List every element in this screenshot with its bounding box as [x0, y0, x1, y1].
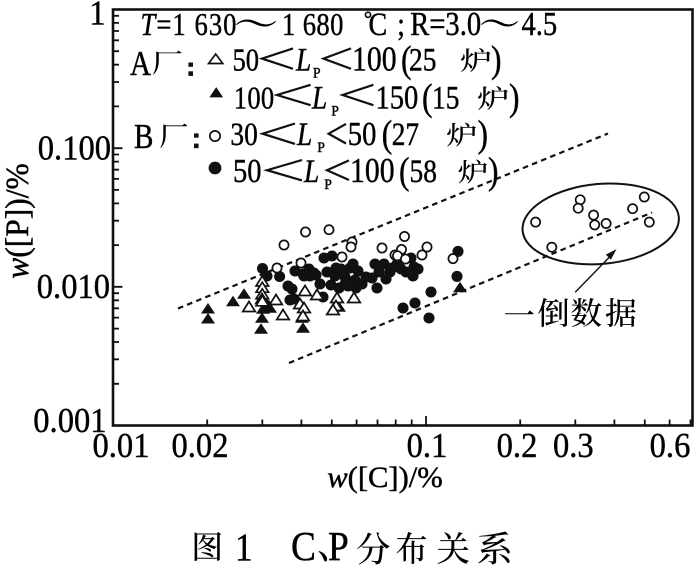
svg-text:C: C	[291, 523, 316, 568]
svg-text:0.02: 0.02	[172, 427, 229, 465]
svg-text:B: B	[134, 116, 153, 155]
svg-text:4.5: 4.5	[522, 5, 558, 43]
svg-text:100: 100	[350, 152, 395, 191]
svg-text:0.100: 0.100	[38, 129, 111, 167]
svg-text:L: L	[303, 153, 319, 190]
svg-text:w([P])/%: w([P])/%	[0, 163, 35, 279]
svg-text:50: 50	[348, 115, 377, 153]
svg-text:50: 50	[233, 43, 260, 78]
svg-text:1 680: 1 680	[282, 8, 344, 43]
svg-text:(: (	[382, 113, 392, 155]
svg-text:L: L	[296, 116, 312, 153]
svg-text:): )	[478, 113, 488, 155]
svg-text:0.3: 0.3	[553, 427, 594, 465]
svg-text:P: P	[324, 176, 332, 193]
svg-text:): )	[491, 38, 501, 80]
svg-text:(: (	[401, 38, 411, 80]
svg-text:0.010: 0.010	[37, 268, 110, 306]
svg-text:P: P	[317, 139, 325, 156]
svg-text:27: 27	[392, 116, 419, 153]
svg-text:(: (	[399, 150, 409, 192]
svg-text:150: 150	[376, 78, 419, 116]
svg-text:1: 1	[89, 0, 105, 33]
svg-text:): )	[509, 76, 519, 118]
svg-text:P: P	[331, 103, 339, 120]
svg-text:): )	[488, 150, 498, 192]
svg-text:L: L	[295, 41, 311, 78]
svg-text:P: P	[328, 523, 349, 568]
svg-text:0.6: 0.6	[650, 427, 691, 465]
svg-text:1: 1	[235, 526, 253, 568]
svg-text:T=1 630: T=1 630	[141, 8, 238, 43]
svg-text:(: (	[422, 76, 432, 118]
svg-text:58: 58	[410, 153, 437, 190]
svg-text:50: 50	[233, 152, 262, 190]
svg-text:w([C])/%: w([C])/%	[327, 460, 443, 494]
svg-text:0.001: 0.001	[33, 402, 106, 440]
svg-text:25: 25	[409, 41, 436, 78]
svg-text:0.01: 0.01	[93, 427, 150, 465]
svg-text:30: 30	[230, 116, 257, 153]
svg-text:15: 15	[432, 79, 459, 116]
svg-text:A: A	[130, 43, 151, 82]
svg-text:L: L	[311, 79, 327, 116]
svg-text:100: 100	[234, 81, 275, 116]
svg-text:P: P	[313, 65, 321, 82]
svg-text:R=3.0: R=3.0	[410, 5, 481, 43]
svg-text:C: C	[369, 6, 388, 43]
svg-text:0.2: 0.2	[497, 427, 538, 465]
svg-text:100: 100	[352, 40, 397, 79]
svg-text:;: ;	[397, 6, 405, 43]
svg-text:0.1: 0.1	[407, 427, 448, 465]
